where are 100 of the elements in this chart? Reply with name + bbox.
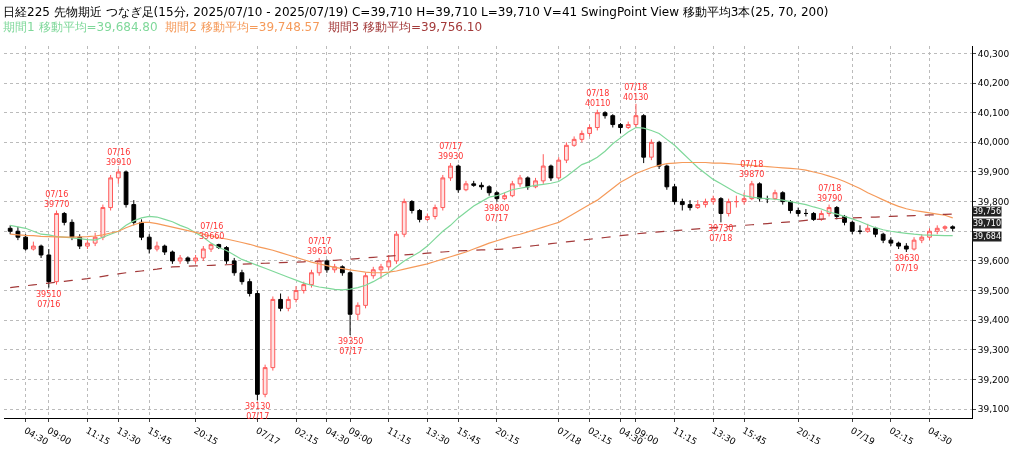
candlestick [440,174,446,212]
candlestick [278,293,283,312]
candlestick [479,181,484,191]
candlestick [401,198,407,238]
candlestick [270,295,276,372]
candlestick [54,210,59,286]
text: 期間3 移動平均=39,756.10 [327,20,483,35]
y-tick-label: 39,800 [977,196,1010,207]
y-tick-label: 39,400 [977,315,1010,326]
candlestick [594,109,600,131]
candlestick [386,254,392,271]
candlestick [633,103,639,129]
annotation: 07/17 39930 [438,142,464,162]
candlestick [795,207,801,217]
candlestick [409,199,415,214]
candlestick [193,254,198,265]
candlestick [656,140,662,170]
candlestick [664,164,670,191]
candlestick [162,244,168,256]
candlestick [185,255,191,265]
candlestick [749,180,755,201]
candlestick [741,192,747,206]
candlestick [23,233,29,252]
candlestick [772,189,778,201]
candlestick [849,220,855,235]
candlestick [231,257,237,277]
candlestick [695,199,701,210]
candlestick [509,180,515,198]
candlestick [502,192,507,201]
candlestick [919,233,925,244]
candlestick [285,295,291,312]
candlestick [30,241,36,252]
candlestick [7,224,13,235]
candlestick [177,254,183,265]
candlestick [123,169,129,209]
candlestick [517,174,523,188]
candlestick [710,195,716,206]
candlestick [61,211,67,226]
y-tick-label: 40,300 [977,48,1010,59]
candlestick [803,208,809,217]
candlestick [579,129,585,143]
candlestick [571,135,577,148]
annotation: 39630 07/19 [894,254,920,274]
candlestick [224,245,229,265]
candlestick [556,156,562,180]
candlestick [262,364,268,398]
candlestick [471,180,477,188]
candlestick [38,244,44,259]
annotation: 39510 07/16 [36,290,62,310]
text: 39,684 [973,232,1001,241]
candlestick [788,199,793,214]
candlestick [108,174,113,212]
candlestick [726,198,732,217]
candlestick [649,138,654,161]
candlestick [455,164,461,194]
annotation: 07/18 40110 [585,89,611,109]
candlestick [942,224,948,232]
y-tick-label: 39,600 [977,256,1010,267]
candlestick [540,153,546,185]
candlestick [672,183,677,206]
text: 期間1 移動平均=39,684.80 [3,20,158,35]
candlestick [610,113,616,129]
candlestick [486,184,492,197]
candlestick [85,238,90,250]
candlestick [46,248,52,289]
candlestick [679,198,685,212]
candlestick [896,241,901,250]
candlestick [309,269,314,289]
candlestick [69,218,75,241]
candlestick [424,212,430,222]
candlestick [625,121,631,130]
candlestick [355,301,361,321]
y-tick-label: 40,200 [977,78,1010,89]
annotation: 39800 07/17 [484,204,510,224]
text: 39,756 [973,207,1001,216]
candlestick [363,272,368,309]
annotation: 39350 07/17 [338,337,364,357]
candlestick [950,224,956,232]
candlestick [170,250,175,265]
y-tick-label: 39,200 [977,374,1010,385]
candlestick [247,278,253,297]
candlestick [703,198,708,209]
candlestick [587,124,592,137]
candlestick [911,236,917,252]
y-tick-label: 39,300 [977,344,1010,355]
candlestick [687,199,693,212]
candlestick [718,196,724,223]
candlestick [100,204,106,241]
candlestick [811,211,817,222]
candlestick [873,226,878,238]
candlestick [564,141,569,164]
line-series [9,213,954,289]
annotation: 07/16 39910 [106,148,132,168]
candlestick [733,195,739,209]
chart-title: 日経225 先物期近 つなぎ足(15分, 2025/07/10 - 2025/07/19) C=39,710 H=39,710 L=39,710 V=41 SwingPoint View 移動平均3本(25, 70, 200) [3,4,829,19]
candlestick [641,113,647,164]
annotation: 07/16 39770 [44,190,70,210]
candlestick [934,224,940,235]
y-tick-label: 40,000 [977,137,1010,148]
candlestick [146,233,152,254]
